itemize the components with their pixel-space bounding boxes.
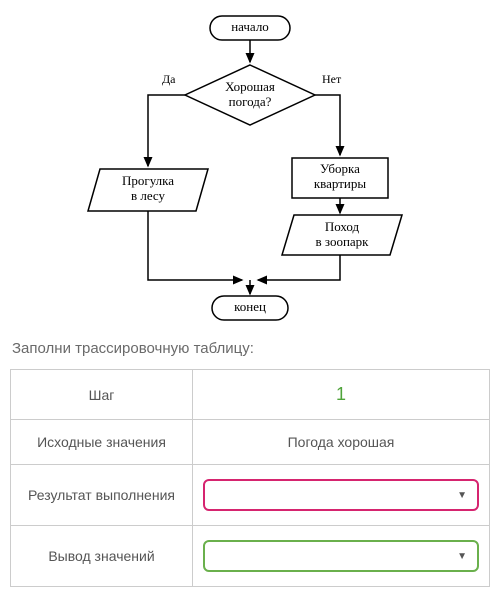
row-output-label: Вывод значений (11, 526, 193, 587)
result-dropdown[interactable]: ▼ (203, 479, 479, 511)
caret-down-icon: ▼ (457, 551, 467, 562)
table-row-result: Результат выполнения ▼ (11, 465, 490, 526)
table-row-initial: Исходные значения Погода хорошая (11, 420, 490, 465)
instruction-text: Заполни трассировочную таблицу: (12, 340, 488, 357)
node-clean-label: Уборка квартиры (292, 162, 388, 192)
output-dropdown[interactable]: ▼ (203, 540, 479, 572)
node-start-label: начало (210, 20, 290, 35)
table-row-header: Шаг 1 (11, 370, 490, 420)
node-walk-label: Прогулка в лесу (98, 174, 198, 204)
node-zoo-label: Поход в зоопарк (292, 220, 392, 250)
row-result-cell: ▼ (193, 465, 490, 526)
row-result-label: Результат выполнения (11, 465, 193, 526)
row-initial-value: Погода хорошая (193, 420, 490, 465)
row-output-cell: ▼ (193, 526, 490, 587)
header-step-num: 1 (193, 370, 490, 420)
row-initial-label: Исходные значения (11, 420, 193, 465)
edge-yes-label: Да (162, 72, 176, 87)
table-row-output: Вывод значений ▼ (11, 526, 490, 587)
node-cond-label: Хорошая погода? (200, 80, 300, 110)
caret-down-icon: ▼ (457, 490, 467, 501)
header-step-label: Шаг (11, 370, 193, 420)
trace-table: Шаг 1 Исходные значения Погода хорошая Р… (10, 369, 490, 587)
edge-no-label: Нет (322, 72, 341, 87)
node-end-label: конец (212, 300, 288, 315)
flowchart: начало Хорошая погода? Да Нет Прогулка в… (70, 10, 430, 330)
